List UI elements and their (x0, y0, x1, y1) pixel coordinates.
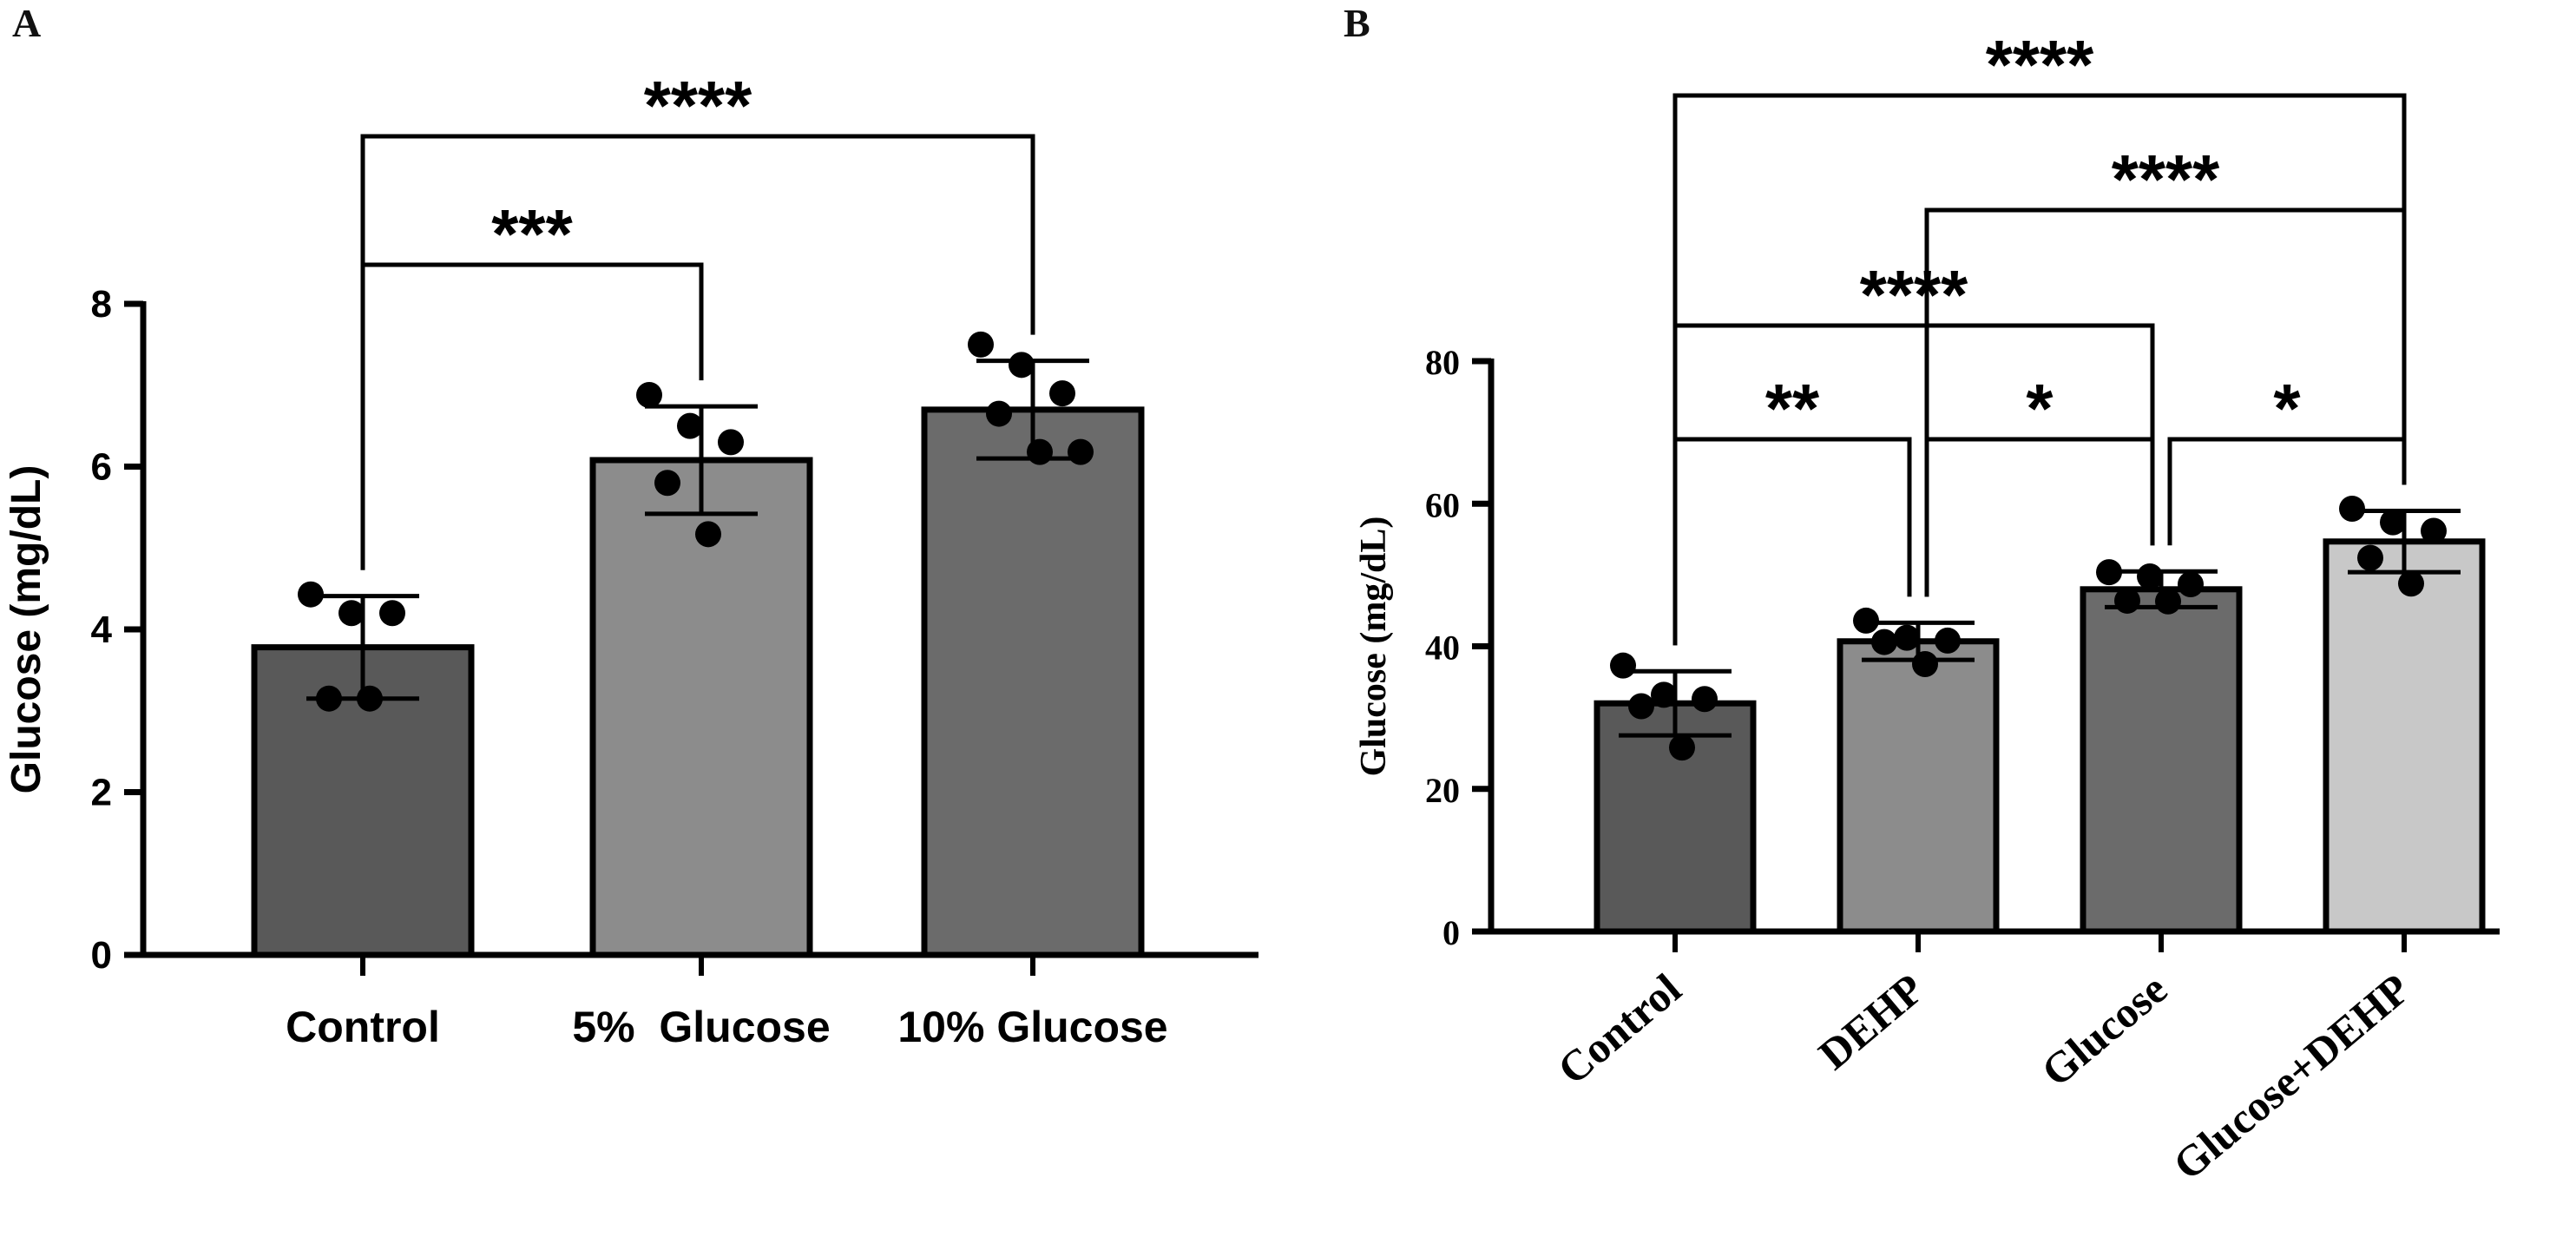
panel-a-point (986, 400, 1012, 427)
panel-b-point (2357, 544, 2383, 571)
panel-b-significance-bracket: **** (1672, 26, 2407, 646)
panel-a-point (1068, 438, 1094, 465)
panel-a-y-tick-label: 0 (91, 934, 112, 977)
panel-b-significance-label: * (2026, 370, 2054, 447)
panel-a-y-axis-label: Glucose (mg/dL) (3, 465, 49, 794)
panel-b-y-tick-label: 80 (1425, 343, 1460, 382)
panel-b-significance-label: ** (1765, 370, 1820, 447)
panel-b-bar-2 (2080, 586, 2243, 935)
panel-a-point (654, 470, 680, 497)
panel-a-y-tick-label: 4 (91, 609, 113, 651)
panel-a-significance-label: **** (644, 67, 752, 144)
panel-b-significance-label: **** (1986, 26, 2094, 103)
panel-a-point (968, 331, 994, 358)
panel-b-point (2178, 571, 2204, 598)
panel-a-letter: A (12, 1, 41, 45)
panel-b-point (1894, 624, 1920, 651)
panel-a-point (695, 521, 721, 548)
panel-b-significance-label: **** (2112, 141, 2220, 218)
panel-a-point (1009, 352, 1035, 378)
panel-a-chart: 0 2 4 6 8 Glucose (mg/dL) Control 5% Glucose 10%… (3, 67, 1258, 1051)
panel-b-y-axis-label: Glucose (mg/dL) (1354, 517, 1394, 777)
panel-b-point (2114, 587, 2140, 614)
panel-b-significance-label: * (2273, 370, 2301, 447)
panel-b-point (1669, 734, 1695, 761)
panel-b-y-tick-label: 40 (1425, 629, 1460, 668)
panel-b-point (1912, 651, 1938, 678)
panel-b-category-label: Glucose (2032, 964, 2176, 1096)
panel-a-category-label: 10% Glucose (897, 1003, 1167, 1051)
panel-b-bar-3 (2323, 538, 2486, 935)
panel-b-point (2096, 559, 2122, 586)
panel-b-point (1651, 681, 1677, 708)
panel-a-significance-label: *** (491, 195, 573, 273)
panel-a-category-label: 5% Glucose (572, 1003, 830, 1051)
panel-b-point (1692, 686, 1718, 713)
panel-b-category-label: DEHP (1810, 964, 1933, 1079)
panel-b-significance-bracket: * (1924, 370, 2155, 597)
panel-b-significance-label: **** (1860, 256, 1968, 333)
panel-a-point (379, 600, 405, 627)
panel-b-point (2398, 570, 2424, 597)
panel-a-point (357, 685, 383, 712)
panel-b-y-tick-label: 0 (1442, 913, 1460, 952)
panel-a-point (298, 581, 324, 608)
panel-a-significance-bracket: **** (360, 67, 1035, 570)
panel-a-significance-bracket: *** (360, 195, 704, 570)
panel-b-point (1628, 693, 1654, 720)
panel-b-letter: B (1344, 1, 1370, 45)
panel-a-point (1027, 438, 1053, 465)
panel-b-error-bar-0 (1619, 668, 1732, 738)
panel-a-point (338, 600, 365, 627)
panel-b-point (1935, 627, 1961, 654)
panel-b-point (2421, 517, 2447, 544)
panel-a-y-tick-label: 8 (91, 283, 112, 326)
panel-b-chart: 0 20 40 60 80 Glucose (mg/dL) Control DEHP Gluco… (1354, 26, 2500, 1189)
panel-b-y-tick-label: 60 (1425, 485, 1460, 524)
panel-b-category-label: Control (1548, 964, 1690, 1094)
panel-a-point (636, 382, 662, 408)
panel-b-point (2137, 563, 2163, 590)
panel-b-significance-bracket: **** (1924, 141, 2407, 597)
panel-b-significance-bracket: ** (1672, 370, 1912, 646)
panel-b-point (2339, 495, 2365, 522)
panel-a-y-tick-label: 2 (91, 772, 112, 814)
panel-b-y-tick-label: 20 (1425, 771, 1460, 810)
panel-b-point (1871, 629, 1897, 655)
panel-a-y-tick-label: 6 (91, 446, 112, 489)
panel-b-category-label: Glucose+DEHP (2164, 964, 2419, 1189)
panel-b-point (2380, 509, 2406, 536)
panel-a-point (677, 412, 703, 439)
panel-b-point (1610, 652, 1636, 679)
panel-a-bar-2 (921, 406, 1145, 958)
panel-a-point (1049, 380, 1075, 407)
panel-b-point (1853, 607, 1879, 634)
panel-b-point (2155, 588, 2181, 615)
panel-a-point (316, 685, 342, 712)
panel-b-significance-bracket: * (2167, 370, 2407, 546)
panel-a-point (718, 429, 744, 456)
panel-b-bar-1 (1837, 638, 2000, 935)
panel-a-category-label: Control (286, 1003, 440, 1051)
